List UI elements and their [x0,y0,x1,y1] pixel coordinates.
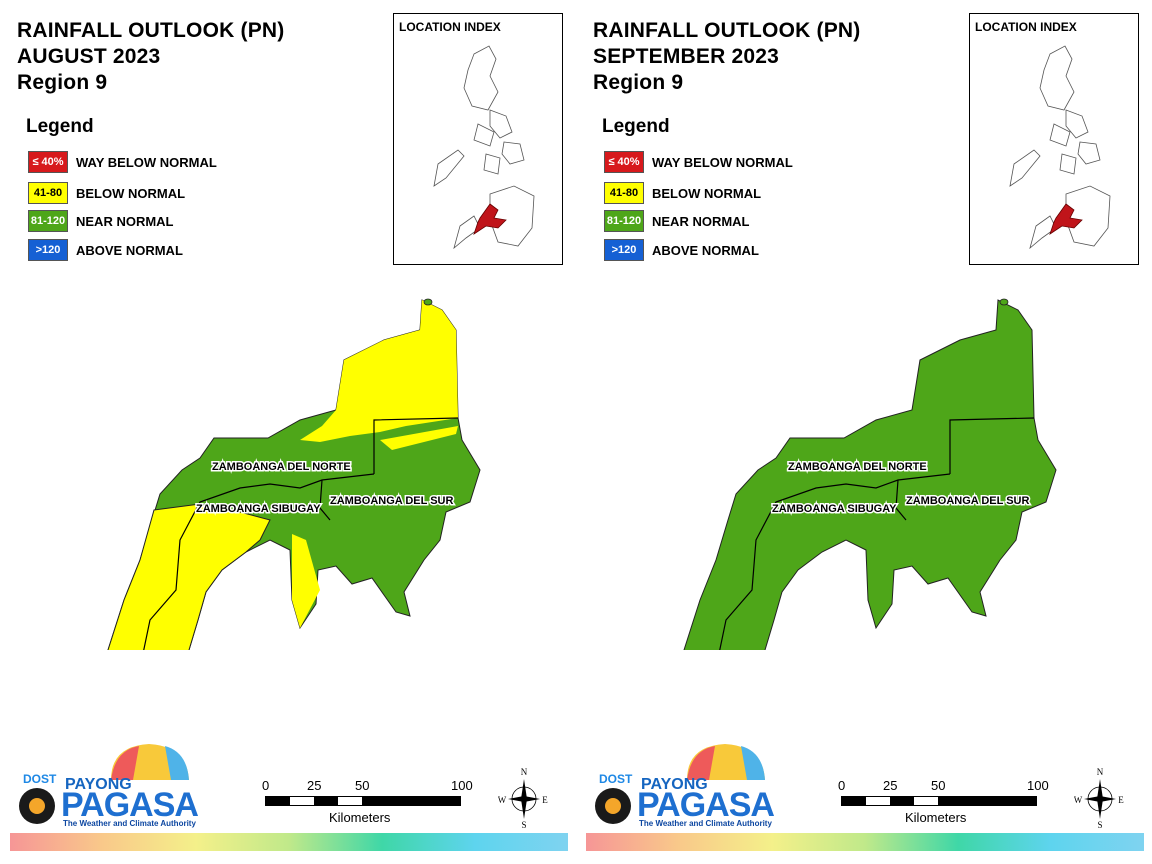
north-arrow-icon: N S W E [1074,767,1124,829]
legend-item-near-normal: 81-120 NEAR NORMAL [28,209,174,233]
svg-text:S: S [1097,820,1102,829]
scale-tick-25: 25 [307,778,322,793]
scale-unit: Kilometers [905,810,967,825]
inset-title: LOCATION INDEX [975,20,1077,34]
scale-bar-graphic [265,796,461,806]
legend-label: NEAR NORMAL [76,213,174,229]
panel-title: RAINFALL OUTLOOK (PN) SEPTEMBER 2023 Reg… [593,18,860,96]
scale-tick-100: 100 [1027,778,1049,793]
umbrella-icon [19,744,189,824]
legend-label: BELOW NORMAL [76,185,186,201]
legend-item-near-normal: 81-120 NEAR NORMAL [604,209,750,233]
philippines-outline-map [433,45,535,250]
dost-text: DOST [23,772,57,786]
tagline-text: The Weather and Climate Authority [639,819,772,828]
legend-swatch: 41-80 [604,182,644,204]
legend-swatch: ≤ 40% [604,151,644,173]
legend-item-above-normal: >120 ABOVE NORMAL [28,238,183,262]
legend-label: WAY BELOW NORMAL [652,154,793,170]
pagasa-text: PAGASA [61,786,199,824]
north-yellow-stripe [380,426,458,450]
region-9-map: ZAMBOANGA DEL NORTE ZAMBOANGA SIBUGAY ZA… [107,298,481,650]
payong-text: PAYONG [641,776,708,793]
scale-tick-25: 25 [883,778,898,793]
landmass-near-normal [683,299,1057,650]
southwest-yellow-area [107,503,271,650]
scale-tick-50: 50 [931,778,946,793]
title-line-2: AUGUST 2023 [17,45,161,68]
scale-tick-100: 100 [451,778,473,793]
september-panel: RAINFALL OUTLOOK (PN) SEPTEMBER 2023 Reg… [576,0,1152,864]
payong-pagasa-logo: DOST PAYONG PAGASA The Weather and Clima… [591,740,775,832]
svg-text:W: W [1074,795,1083,805]
north-yellow-area [300,300,458,442]
scale-tick-0: 0 [838,778,846,793]
legend-label: WAY BELOW NORMAL [76,154,217,170]
label-zamboanga-sibugay: ZAMBOANGA SIBUGAY [772,503,897,515]
legend-item-way-below-normal: ≤ 40% WAY BELOW NORMAL [28,150,217,174]
legend-item-above-normal: >120 ABOVE NORMAL [604,238,759,262]
label-zamboanga-del-norte: ZAMBOANGA DEL NORTE [788,461,927,473]
legend-swatch: 81-120 [604,210,644,232]
label-zamboanga-sibugay: ZAMBOANGA SIBUGAY [196,503,321,515]
legend-label: NEAR NORMAL [652,213,750,229]
svg-text:E: E [1118,795,1124,805]
scale-unit: Kilometers [329,810,391,825]
southeast-yellow-stripe [292,534,320,628]
color-band [586,833,1144,851]
location-index-inset: LOCATION INDEX [969,13,1139,265]
region-9-map: ZAMBOANGA DEL NORTE ZAMBOANGA SIBUGAY ZA… [683,298,1057,650]
title-line-1: RAINFALL OUTLOOK (PN) [593,19,861,42]
legend-swatch: >120 [604,239,644,261]
title-line-3: Region 9 [17,71,108,94]
scale-bar: 0 25 50 100 Kilometers [255,776,473,836]
label-zamboanga-del-sur: ZAMBOANGA DEL SUR [906,495,1030,507]
scale-bar: 0 25 50 100 Kilometers [831,776,1049,836]
scale-bar-graphic [841,796,1037,806]
title-line-2: SEPTEMBER 2023 [593,45,780,68]
legend-item-way-below-normal: ≤ 40% WAY BELOW NORMAL [604,150,793,174]
legend-item-below-normal: 41-80 BELOW NORMAL [604,181,761,205]
legend-label: BELOW NORMAL [652,185,762,201]
legend-label: ABOVE NORMAL [652,242,759,258]
svg-text:N: N [1097,767,1104,777]
north-arrow-icon: N S W E [498,767,548,829]
location-index-inset: LOCATION INDEX [393,13,563,265]
legend-title: Legend [602,116,670,137]
payong-text: PAYONG [65,776,132,793]
umbrella-icon [595,744,765,824]
payong-pagasa-logo: DOST PAYONG PAGASA The Weather and Clima… [15,740,199,832]
title-line-3: Region 9 [593,71,684,94]
legend-item-below-normal: 41-80 BELOW NORMAL [28,181,185,205]
svg-text:W: W [498,795,507,805]
dost-text: DOST [599,772,633,786]
legend-swatch: ≤ 40% [28,151,68,173]
title-line-1: RAINFALL OUTLOOK (PN) [17,19,285,42]
pagasa-text: PAGASA [637,786,775,824]
legend-label: ABOVE NORMAL [76,242,183,258]
legend-swatch: >120 [28,239,68,261]
scale-tick-50: 50 [355,778,370,793]
panel-title: RAINFALL OUTLOOK (PN) AUGUST 2023 Region… [17,18,284,96]
label-zamboanga-del-norte: ZAMBOANGA DEL NORTE [212,461,351,473]
svg-text:S: S [521,820,526,829]
legend-swatch: 81-120 [28,210,68,232]
color-band [10,833,568,851]
svg-text:N: N [521,767,528,777]
august-panel: RAINFALL OUTLOOK (PN) AUGUST 2023 Region… [10,13,568,851]
tagline-text: The Weather and Climate Authority [63,819,196,828]
label-zamboanga-del-sur: ZAMBOANGA DEL SUR [330,495,454,507]
inset-title: LOCATION INDEX [399,20,501,34]
svg-text:E: E [542,795,548,805]
scale-tick-0: 0 [262,778,270,793]
philippines-outline-map [1009,45,1111,250]
legend-swatch: 41-80 [28,182,68,204]
legend-title: Legend [26,116,94,137]
